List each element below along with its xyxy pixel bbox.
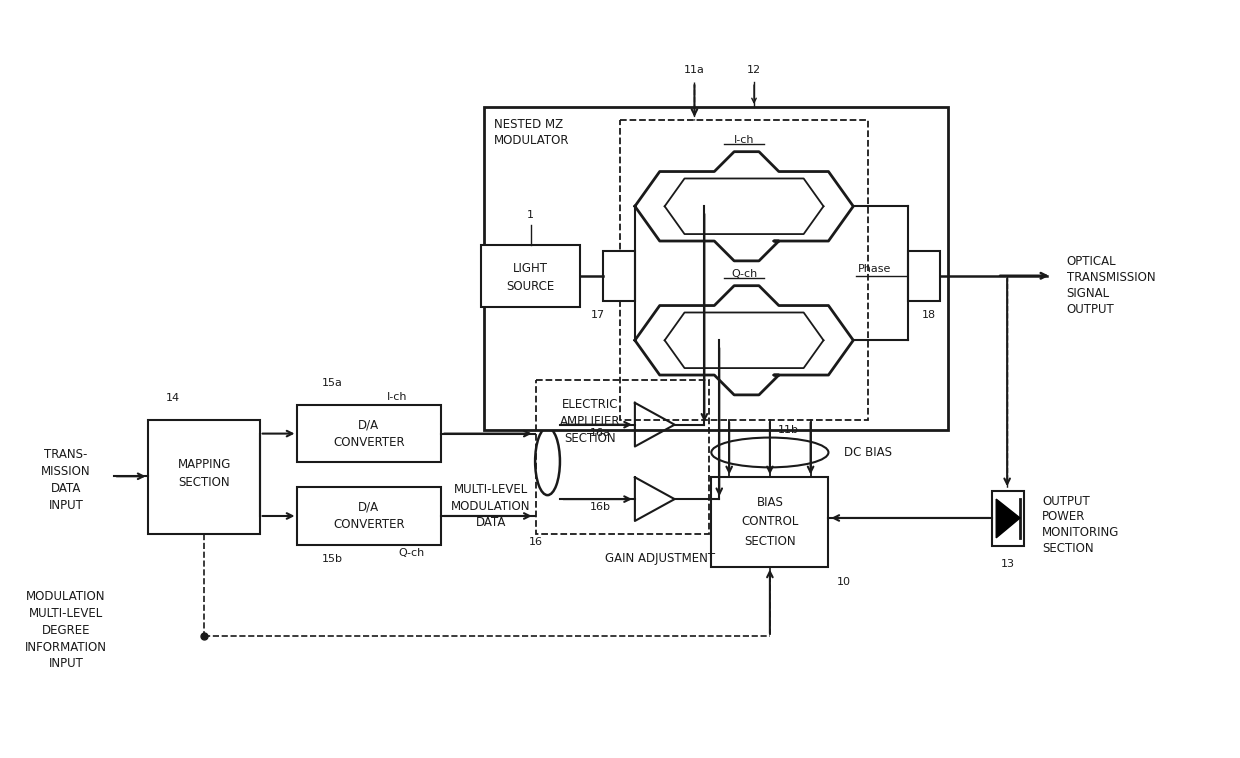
Text: CONVERTER: CONVERTER [334,436,404,449]
Bar [484,107,947,430]
Text: SECTION: SECTION [564,432,616,445]
Text: SECTION: SECTION [744,535,796,548]
Text: MULTI-LEVEL: MULTI-LEVEL [454,483,528,496]
Bar [536,380,709,534]
Text: INPUT: INPUT [48,499,83,512]
Text: POWER: POWER [1042,510,1085,524]
Text: I-ch: I-ch [734,135,754,145]
Text: ELECTRIC: ELECTRIC [562,398,619,412]
Text: 17: 17 [591,311,605,321]
Text: Q-ch: Q-ch [398,548,424,558]
Text: 13: 13 [1001,559,1016,568]
Bar [992,491,1024,546]
Text: MODULATION: MODULATION [26,590,105,603]
Text: 16b: 16b [590,502,610,512]
Text: INPUT: INPUT [48,657,83,670]
Text: 1: 1 [527,210,534,221]
Text: DC BIAS: DC BIAS [844,446,892,459]
Bar [712,478,828,567]
Text: D/A: D/A [358,500,379,514]
Text: DEGREE: DEGREE [42,624,91,637]
Text: OUTPUT: OUTPUT [1066,303,1115,316]
Text: MODULATION: MODULATION [451,500,531,512]
Text: MISSION: MISSION [41,465,91,478]
Text: CONTROL: CONTROL [742,515,799,528]
Text: 15a: 15a [321,378,342,388]
Text: DATA: DATA [51,481,82,495]
Bar [620,120,868,420]
Text: OPTICAL: OPTICAL [1066,255,1116,268]
Text: MODULATOR: MODULATOR [494,134,569,147]
Bar [603,251,635,301]
Text: GAIN ADJUSTMENT: GAIN ADJUSTMENT [605,552,714,565]
Text: MAPPING: MAPPING [177,458,231,471]
Text: AMPLIFIER: AMPLIFIER [560,415,620,428]
Text: 11a: 11a [684,65,704,75]
Text: SIGNAL: SIGNAL [1066,287,1110,300]
Text: 15b: 15b [321,553,342,564]
Text: Phase: Phase [858,264,892,274]
Text: DATA: DATA [476,516,506,529]
Text: 16a: 16a [590,428,610,437]
Text: LIGHT: LIGHT [513,262,548,275]
Text: MONITORING: MONITORING [1042,526,1120,540]
Bar [298,487,441,545]
Text: TRANS-: TRANS- [45,448,88,461]
Text: SECTION: SECTION [1042,542,1094,556]
Text: BIAS: BIAS [756,496,784,509]
Text: MULTI-LEVEL: MULTI-LEVEL [29,606,103,620]
Text: 11b: 11b [779,424,800,434]
Text: SECTION: SECTION [179,476,229,489]
Text: TRANSMISSION: TRANSMISSION [1066,271,1156,284]
Bar [481,245,580,306]
Text: Q-ch: Q-ch [730,269,758,279]
Text: 16: 16 [528,537,543,547]
Text: 12: 12 [746,65,761,75]
Text: CONVERTER: CONVERTER [334,518,404,531]
Bar [149,420,259,534]
Text: NESTED MZ: NESTED MZ [494,118,563,131]
Bar [298,405,441,462]
Text: 10: 10 [837,578,851,587]
Text: I-ch: I-ch [387,392,407,402]
Text: D/A: D/A [358,418,379,431]
Bar [908,251,940,301]
Text: OUTPUT: OUTPUT [1042,495,1090,508]
Text: 14: 14 [166,393,180,402]
Text: SOURCE: SOURCE [506,280,554,293]
Polygon shape [996,499,1021,538]
Text: 18: 18 [921,311,936,321]
Text: INFORMATION: INFORMATION [25,641,107,653]
